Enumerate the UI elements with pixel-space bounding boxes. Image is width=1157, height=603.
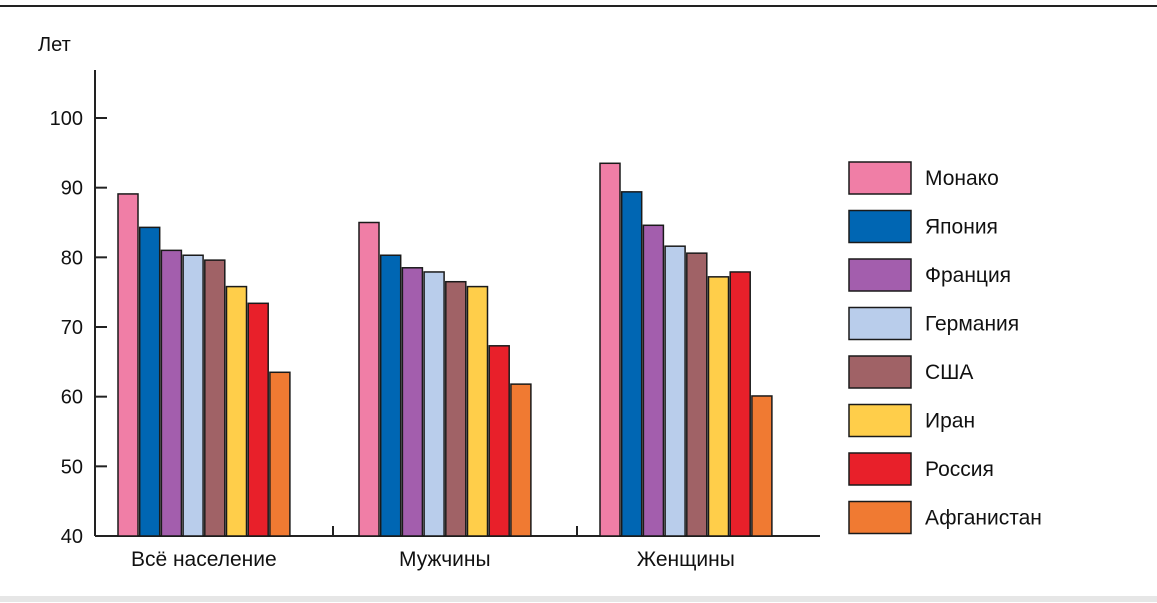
bar-3-5 [686, 252, 708, 537]
y-tick-label: 70 [61, 317, 83, 339]
bar-3-2 [620, 191, 643, 537]
legend-label-4: Германия [925, 313, 1019, 336]
bar-1-2 [138, 226, 161, 537]
bar-2-4 [423, 271, 445, 537]
y-tick-label: 50 [61, 456, 83, 478]
y-tick-label: 90 [61, 178, 83, 200]
legend-swatch-6 [848, 403, 912, 438]
bar-3-6 [707, 276, 730, 537]
bar-3-1 [599, 162, 621, 537]
legend-swatch-1 [848, 161, 912, 195]
bar-1-7 [247, 302, 269, 537]
legend-label-5: США [925, 361, 973, 384]
bar-1-3 [160, 249, 183, 537]
legend-label-3: Франция [925, 264, 1011, 287]
legend-swatch-5 [848, 355, 912, 389]
legend: Монако Япония Франция Германия США Иран Россия… [848, 161, 1042, 535]
bar-1-5 [204, 259, 226, 537]
x-category-label: Женщины [637, 548, 735, 571]
bar-3-8 [751, 395, 773, 537]
bar-3-4 [664, 245, 686, 537]
bar-2-1 [358, 221, 380, 537]
y-tick-label: 40 [61, 526, 83, 548]
y-tick-label: 80 [61, 247, 83, 269]
bar-1-4 [182, 254, 204, 537]
legend-label-1: Монако [925, 167, 999, 190]
y-axis-unit-label: Лет [38, 34, 71, 56]
y-tick-label: 60 [61, 387, 83, 409]
legend-label-8: Афганистан [925, 507, 1042, 530]
bar-1-8 [269, 371, 291, 537]
bar-2-6 [466, 285, 489, 537]
legend-label-7: Россия [925, 458, 994, 481]
bar-1-1 [117, 193, 139, 537]
x-category-label: Мужчины [399, 548, 491, 571]
y-tick-label: 100 [50, 108, 83, 130]
axes: 40 50 60 70 80 90 100 [50, 70, 820, 548]
x-category-label: Всё население [131, 548, 277, 571]
legend-label-2: Япония [925, 216, 998, 239]
legend-label-6: Иран [925, 410, 975, 433]
bar-2-8 [510, 383, 532, 537]
bar-3-7 [729, 271, 751, 537]
bar-2-3 [401, 267, 424, 537]
bars: Всё население Мужчины Женщины [117, 162, 773, 571]
bar-2-7 [488, 345, 510, 537]
bar-2-2 [379, 254, 402, 537]
bar-3-3 [642, 224, 665, 537]
bar-1-6 [225, 285, 248, 537]
bar-2-5 [445, 280, 467, 537]
legend-swatch-3 [848, 258, 912, 292]
legend-swatch-2 [848, 209, 912, 244]
legend-swatch-4 [848, 306, 912, 341]
legend-swatch-8 [848, 500, 912, 535]
legend-swatch-7 [848, 452, 912, 486]
